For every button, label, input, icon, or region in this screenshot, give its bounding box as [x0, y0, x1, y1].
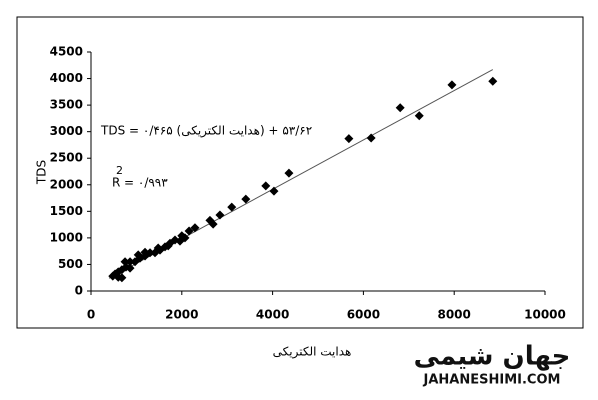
point	[395, 103, 405, 113]
point	[184, 226, 194, 236]
equation: TDS = ۰/۴۶۵ (هدایت الکتریکی) + ۵۳/۶۲	[100, 124, 312, 139]
point	[125, 263, 135, 273]
point	[130, 257, 140, 267]
y-tick-label: 4500	[50, 45, 83, 59]
x-tick-label: 10000	[524, 308, 566, 322]
y-tick-label: 3000	[50, 124, 83, 138]
x-tick-label: 4000	[256, 308, 289, 322]
point	[269, 186, 279, 196]
point	[488, 76, 498, 86]
y-tick-label: 2000	[50, 177, 83, 191]
point	[208, 219, 218, 229]
y-tick-label: 1000	[50, 230, 83, 244]
point	[414, 111, 424, 121]
r-squared-value: = ۰/۹۹۳	[124, 176, 168, 190]
point	[140, 247, 150, 257]
point	[344, 134, 354, 144]
watermark-url: JAHANESHIMI.COM	[423, 373, 561, 388]
x-tick-label: 8000	[437, 308, 470, 322]
y-tick-label: 500	[58, 257, 83, 271]
point	[366, 133, 376, 143]
point	[153, 243, 163, 253]
r-squared-superscript: 2	[116, 164, 123, 177]
x-axis-title: هدایت الکتریکی	[273, 345, 352, 360]
y-tick-label: 0	[75, 284, 83, 298]
y-tick-label: 3500	[50, 98, 83, 112]
watermark-logo: جهان شیمی	[414, 342, 571, 372]
point	[190, 223, 200, 233]
point	[241, 194, 251, 204]
chart-frame	[16, 16, 584, 329]
x-tick-label: 0	[87, 308, 95, 322]
y-tick-label: 1500	[50, 204, 83, 218]
point	[215, 210, 225, 220]
y-axis-title: TDS	[35, 160, 49, 185]
point	[177, 231, 187, 241]
x-tick-label: 2000	[165, 308, 198, 322]
y-tick-label: 2500	[50, 151, 83, 165]
point	[261, 181, 271, 191]
point	[163, 241, 173, 251]
point	[227, 202, 237, 212]
point	[117, 273, 127, 283]
x-tick-label: 6000	[347, 308, 380, 322]
point	[133, 250, 143, 260]
y-tick-label: 4000	[50, 71, 83, 85]
r-squared-symbol: R	[112, 176, 120, 190]
point	[284, 168, 294, 178]
point	[447, 80, 457, 90]
point	[120, 257, 130, 267]
point	[125, 257, 135, 267]
